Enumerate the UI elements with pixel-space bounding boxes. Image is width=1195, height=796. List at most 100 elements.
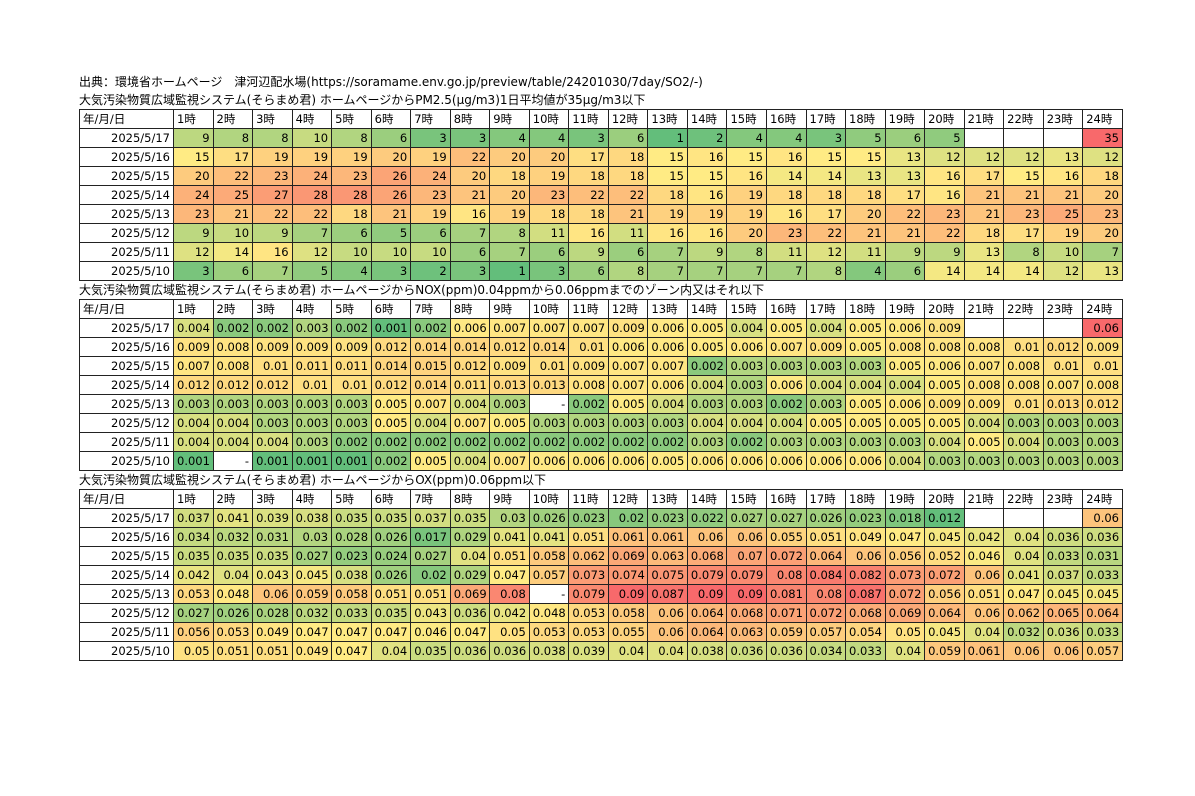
value-cell: 12: [1003, 147, 1044, 167]
value-cell: 13: [884, 166, 926, 186]
date-cell: 2025/5/16: [79, 147, 174, 167]
value-cell: 18: [845, 185, 886, 205]
value-cell: 0.038: [686, 641, 728, 661]
value-cell: 0.069: [884, 603, 926, 623]
hour-header: 2時: [212, 109, 254, 129]
value-cell: 0.047: [370, 622, 412, 642]
value-cell: 0.051: [805, 527, 847, 547]
hour-header: 24時: [1082, 299, 1123, 319]
value-cell: 0.03: [291, 527, 333, 547]
value-cell: 18: [1082, 166, 1123, 186]
value-cell: 0.038: [528, 641, 570, 661]
hour-header: 6時: [370, 299, 412, 319]
value-cell: 3: [805, 128, 847, 148]
value-cell: 0.069: [449, 584, 491, 604]
value-cell: 0.055: [607, 622, 649, 642]
value-cell: 0.053: [173, 584, 214, 604]
hour-header: 13時: [647, 489, 688, 509]
value-cell: 7: [489, 242, 530, 262]
value-cell: 0.012: [1082, 394, 1123, 414]
table-row: 2025/5/11 12 14 16 12 10 10 10 6 7 6 9 6 7 9 8 11 12 11 9 9 1…: [79, 242, 1123, 262]
value-cell: 0.061: [647, 527, 688, 547]
date-cell: 2025/5/14: [79, 185, 174, 205]
value-cell: 0.035: [252, 546, 293, 566]
value-cell: 0.012: [489, 337, 530, 357]
value-cell: 8: [212, 128, 254, 148]
value-cell: 0.06: [726, 527, 767, 547]
value-cell: 0.06: [252, 584, 293, 604]
value-cell: 0.041: [489, 527, 530, 547]
hour-header: 16時: [765, 489, 807, 509]
value-cell: 22: [291, 204, 333, 224]
value-cell: 0.003: [1042, 432, 1084, 452]
value-cell: 14: [765, 166, 807, 186]
date-cell: 2025/5/15: [79, 546, 174, 566]
value-cell: 21: [449, 185, 491, 205]
value-cell: 0.065: [1042, 603, 1084, 623]
date-cell: 2025/5/10: [79, 261, 174, 281]
value-cell: 0.04: [884, 641, 926, 661]
value-cell: 0.04: [212, 565, 254, 585]
table-row: 2025/5/13 0.003 0.003 0.003 0.003 0.003 0.005 0…: [79, 394, 1123, 414]
value-cell: 24: [173, 185, 214, 205]
value-cell: 0.007: [607, 375, 649, 395]
value-cell: 35: [1082, 128, 1123, 148]
value-cell: 5: [291, 261, 333, 281]
value-cell: 26: [370, 185, 412, 205]
value-cell: 8: [331, 128, 372, 148]
value-cell: 0.015: [410, 356, 451, 376]
value-cell: 0.06: [647, 603, 688, 623]
value-cell: 0.004: [212, 413, 254, 433]
value-cell: 19: [291, 147, 333, 167]
value-cell: 16: [765, 147, 807, 167]
value-cell: 0.01: [1003, 337, 1044, 357]
value-cell: 12: [805, 242, 847, 262]
value-cell: 0.036: [1042, 622, 1084, 642]
value-cell: 0.002: [410, 318, 451, 338]
value-cell: 0.002: [212, 318, 254, 338]
value-cell: 18: [528, 204, 570, 224]
value-cell: 0.038: [291, 508, 333, 528]
value-cell: 18: [568, 166, 609, 186]
value-cell: 14: [963, 261, 1005, 281]
value-cell: 13: [884, 147, 926, 167]
value-cell: 0.011: [291, 356, 333, 376]
value-cell: 23: [252, 166, 293, 186]
value-cell: 0.061: [607, 527, 649, 547]
value-cell: 0.002: [686, 356, 728, 376]
value-cell: 0.053: [212, 622, 254, 642]
value-cell: 0.003: [568, 413, 609, 433]
value-cell: 0.055: [765, 527, 807, 547]
value-cell: 16: [1042, 166, 1084, 186]
value-cell: 0.01: [331, 375, 372, 395]
value-cell: 19: [528, 166, 570, 186]
value-cell: 0.064: [924, 603, 965, 623]
value-cell: 22: [805, 223, 847, 243]
value-cell: 0.042: [173, 565, 214, 585]
value-cell: 0.026: [212, 603, 254, 623]
value-cell: 6: [528, 242, 570, 262]
value-cell: [1003, 318, 1044, 338]
value-cell: 4: [528, 128, 570, 148]
value-cell: 0.04: [607, 641, 649, 661]
value-cell: 15: [173, 147, 214, 167]
value-cell: 0.006: [805, 451, 847, 471]
value-cell: 0.045: [924, 622, 965, 642]
value-cell: 0.069: [607, 546, 649, 566]
value-cell: 5: [370, 223, 412, 243]
hour-header: 9時: [489, 489, 530, 509]
value-cell: 5: [924, 128, 965, 148]
date-cell: 2025/5/17: [79, 508, 174, 528]
hour-header: 17時: [805, 489, 847, 509]
value-cell: 0.003: [291, 394, 333, 414]
value-cell: 4: [765, 128, 807, 148]
page-content: 出典：環境省ホームページ 津河辺配水場(https://soramame.env…: [79, 74, 1123, 661]
value-cell: 0.008: [212, 337, 254, 357]
hour-header: 15時: [726, 489, 767, 509]
value-cell: 20: [845, 204, 886, 224]
value-cell: 12: [1042, 261, 1084, 281]
table-row: 2025/5/17 0.037 0.041 0.039 0.038 0.035 0.035 0…: [79, 508, 1123, 528]
table-row: 2025/5/11 0.004 0.004 0.004 0.003 0.002 0.002 0…: [79, 432, 1123, 452]
value-cell: 20: [1082, 185, 1123, 205]
value-cell: 0.004: [686, 375, 728, 395]
